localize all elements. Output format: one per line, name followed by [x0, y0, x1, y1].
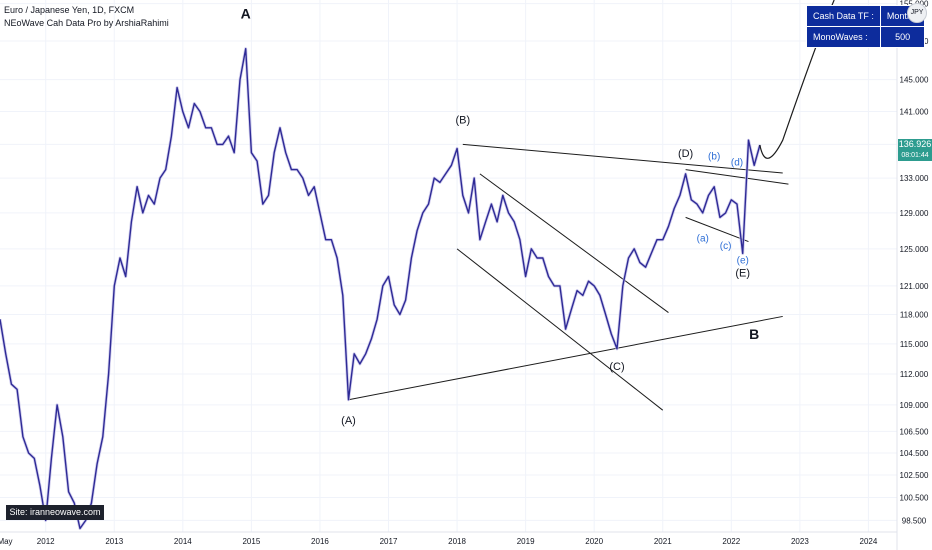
last-price-tag: 136.926 08:01:44 — [898, 139, 932, 161]
x-tick-label: 2015 — [242, 537, 260, 546]
trend-line — [479, 173, 669, 313]
x-tick-label: 2020 — [585, 537, 603, 546]
bar-countdown: 08:01:44 — [901, 152, 929, 159]
y-tick-label: 145.000 — [900, 76, 929, 85]
site-watermark-box: Site: iranneowave.com — [6, 505, 104, 520]
x-tick-label: May — [0, 537, 13, 546]
chart-legend: Euro / Japanese Yen, 1D, FXCM NEoWave Ca… — [4, 4, 169, 30]
monowaves-label: MonoWaves : — [806, 26, 881, 48]
y-tick-label: 100.500 — [900, 493, 929, 502]
trend-line — [348, 315, 783, 401]
y-tick-label: 118.000 — [900, 311, 929, 320]
y-tick-label: 112.000 — [900, 370, 929, 379]
y-tick-label: 102.500 — [900, 471, 929, 480]
x-tick-label: 2024 — [860, 537, 878, 546]
x-tick-label: 2013 — [105, 537, 123, 546]
wave-label: (A) — [341, 415, 356, 427]
y-tick-label: 115.000 — [900, 340, 929, 349]
wave-label: (b) — [708, 151, 720, 162]
x-tick-label: 2017 — [380, 537, 398, 546]
y-tick-label: 121.000 — [900, 282, 929, 291]
last-price-value: 136.926 — [898, 139, 932, 149]
x-tick-label: 2019 — [517, 537, 535, 546]
y-tick-label: 125.000 — [900, 245, 929, 254]
wave-label: (E) — [735, 268, 750, 280]
wave-label: (B) — [455, 115, 470, 127]
y-tick-label: 104.500 — [900, 449, 929, 458]
wave-label: (e) — [737, 256, 749, 267]
info-row-monowaves: MonoWaves : 500 — [806, 26, 926, 48]
wave-label: B — [749, 326, 759, 342]
wave-label: (C) — [609, 361, 624, 373]
x-tick-label: 2021 — [654, 537, 672, 546]
x-tick-label: 2018 — [448, 537, 466, 546]
wave-label: (c) — [720, 241, 732, 252]
currency-flag-icon[interactable]: JPY — [907, 3, 927, 23]
x-tick-label: 2022 — [722, 537, 740, 546]
indicator-title[interactable]: NEoWave Cah Data Pro by ArshiaRahimi — [4, 18, 169, 28]
wave-label: (D) — [678, 148, 693, 160]
price-line — [0, 48, 761, 530]
y-tick-label: 141.000 — [900, 108, 929, 117]
y-tick-label: 98.500 — [902, 516, 927, 525]
wave-label: (d) — [731, 157, 743, 168]
cash-tf-label: Cash Data TF : — [806, 5, 881, 27]
y-tick-label: 133.000 — [900, 174, 929, 183]
x-tick-label: 2016 — [311, 537, 329, 546]
trend-line — [685, 216, 749, 243]
y-tick-label: 129.000 — [900, 209, 929, 218]
y-tick-label: 109.000 — [900, 401, 929, 410]
symbol-title[interactable]: Euro / Japanese Yen, 1D, FXCM — [4, 5, 135, 15]
y-tick-label: 106.500 — [900, 427, 929, 436]
wave-label: (a) — [697, 234, 709, 245]
trend-line — [685, 169, 789, 185]
trend-line — [462, 143, 783, 174]
trend-line — [456, 248, 664, 411]
x-tick-label: 2012 — [37, 537, 55, 546]
x-tick-label: 2014 — [174, 537, 192, 546]
monowaves-value: 500 — [879, 26, 926, 48]
x-tick-label: 2023 — [791, 537, 809, 546]
wave-label: A — [241, 5, 251, 21]
